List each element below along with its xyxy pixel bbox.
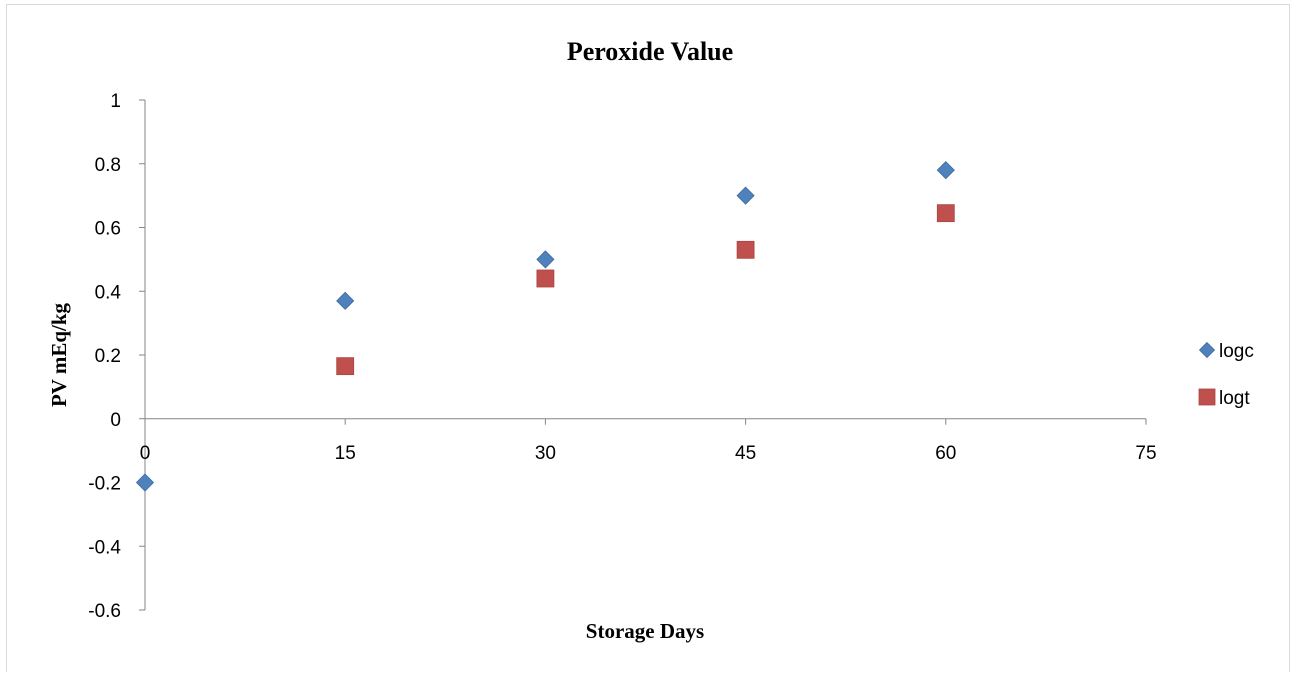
legend-marker-logt bbox=[1198, 388, 1216, 406]
legend: logc logt bbox=[1198, 341, 1254, 409]
y-tick-label: 0.2 bbox=[95, 346, 121, 367]
x-tick-label: 60 bbox=[935, 443, 956, 464]
y-axis-title: PV mEq/kg bbox=[47, 302, 71, 407]
logc-point bbox=[135, 473, 155, 492]
x-tick-label: 75 bbox=[1135, 443, 1156, 464]
legend-label-logt: logt bbox=[1219, 388, 1250, 409]
x-tick-label: 30 bbox=[535, 443, 556, 464]
x-tick-label: 15 bbox=[335, 443, 356, 464]
logt-point bbox=[736, 240, 755, 259]
legend-label-logc: logc bbox=[1219, 341, 1254, 362]
chart-frame bbox=[6, 4, 1290, 672]
logc-point bbox=[936, 161, 955, 180]
chart-title: Peroxide Value bbox=[567, 37, 733, 66]
y-tick-label: 0.8 bbox=[95, 155, 121, 176]
legend-marker-logc bbox=[1198, 341, 1216, 359]
x-tick-label: 45 bbox=[735, 443, 756, 464]
y-tick-label: -0.6 bbox=[88, 601, 121, 622]
x-tick-label: 0 bbox=[140, 443, 151, 464]
logt-point bbox=[536, 269, 555, 288]
y-tick-label: 1 bbox=[110, 91, 121, 112]
x-axis-title: Storage Days bbox=[586, 619, 704, 643]
axes bbox=[139, 99, 1147, 611]
logt-point bbox=[336, 357, 355, 376]
y-tick-label: -0.4 bbox=[88, 537, 121, 558]
data-points bbox=[135, 161, 955, 492]
y-tick-label: 0.4 bbox=[95, 282, 122, 303]
y-tick-label: -0.2 bbox=[88, 474, 121, 495]
logc-point bbox=[736, 186, 755, 205]
logt-point bbox=[936, 204, 955, 223]
logc-point bbox=[336, 291, 355, 310]
y-tick-label: 0 bbox=[110, 410, 121, 431]
y-tick-label: 0.6 bbox=[95, 219, 121, 240]
tick-labels: -0.6 -0.4 -0.2 0 0.2 0.4 0.6 0.8 1 0 15 30 45 60 75 bbox=[88, 91, 1156, 622]
logc-point bbox=[536, 250, 555, 269]
